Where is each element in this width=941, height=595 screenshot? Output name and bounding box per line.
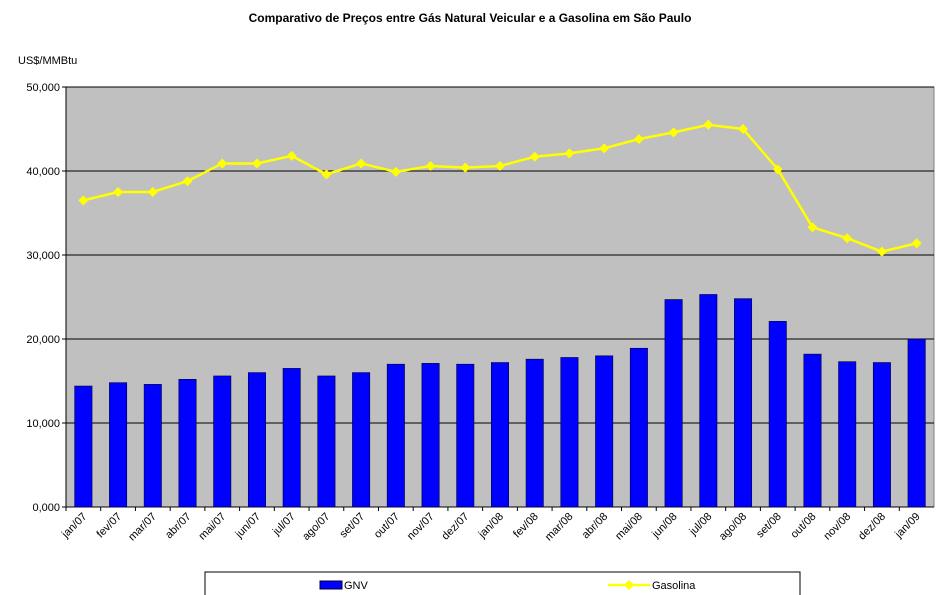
legend-swatch [319,580,343,590]
bar [178,379,197,508]
point [495,160,505,171]
x-tick-label: out/07 [372,511,402,541]
bar [456,363,475,508]
x-tick-label: ago/08 [717,511,749,543]
x-tick-label: dez/08 [856,511,888,543]
bar [282,368,301,508]
x-tick-label: jul/08 [687,511,715,539]
y-tick-label: 20,000 [26,334,60,346]
point [772,164,783,175]
bar [386,363,405,508]
bar [352,372,371,508]
x-tick-label: mar/07 [126,511,159,544]
bar [421,363,440,508]
point [78,195,89,206]
point [633,134,644,145]
bar [74,385,93,508]
point [668,127,679,138]
point [217,158,228,169]
x-tick-label: fev/08 [511,511,541,541]
point [876,246,887,257]
legend-box [204,571,801,595]
legend-swatch [624,580,634,590]
y-tick-label: 0,000 [32,502,60,514]
point [321,169,332,180]
bar [213,375,232,508]
x-tick-label: abr/07 [163,511,194,542]
bar [109,382,128,508]
y-tick-label: 10,000 [26,418,60,430]
bar [734,298,753,508]
x-tick-label: abr/08 [580,511,611,542]
point [356,158,367,169]
x-tick-label: set/08 [754,511,784,541]
point [182,176,193,187]
point [147,187,158,197]
bar [699,294,718,508]
bar [803,353,822,508]
point [807,222,818,233]
bar [629,347,648,508]
point [390,166,401,177]
x-tick-label: jan/07 [59,511,89,541]
y-tick-label: 40,000 [26,166,60,178]
point [564,148,575,159]
point [911,238,922,249]
y-axis-label: US$/MMBtu [18,55,77,67]
chart-title: Comparativo de Preços entre Gás Natural … [249,11,692,25]
x-tick-label: nov/08 [821,511,853,543]
bar [872,362,891,508]
x-tick-label: dez/07 [440,511,472,543]
point [251,158,262,169]
x-tick-label: out/08 [788,511,818,541]
x-tick-label: mai/07 [197,511,229,543]
x-tick-label: fev/07 [95,511,125,541]
bar [664,299,683,508]
x-tick-label: jul/07 [270,511,298,539]
x-tick-label: jun/07 [233,511,263,541]
point [738,124,749,134]
bar [838,361,857,508]
point [529,151,540,162]
point [286,150,297,161]
bar [768,321,787,508]
x-tick-label: jan/09 [892,511,922,541]
point [703,119,714,130]
bar [595,355,614,508]
point [113,187,124,197]
bar [143,384,162,508]
x-tick-label: ago/07 [300,511,332,543]
x-tick-label: mai/08 [613,511,645,543]
legend-label: GNV [344,580,369,592]
bar [247,372,266,508]
y-tick-label: 30,000 [26,250,60,262]
point [842,233,853,244]
x-tick-label: mar/08 [543,511,576,544]
bar [491,362,509,508]
point [599,143,610,154]
point [460,162,471,173]
y-tick-label: 50,000 [26,82,60,94]
x-tick-label: jun/08 [649,511,679,541]
point [425,160,436,171]
bar [560,357,579,508]
x-tick-label: jan/08 [476,511,506,541]
x-tick-label: nov/07 [405,511,437,543]
legend-label: Gasolina [652,580,696,592]
bar [317,375,336,508]
bar [525,358,544,508]
x-tick-label: set/07 [338,511,368,541]
bar [907,338,926,508]
